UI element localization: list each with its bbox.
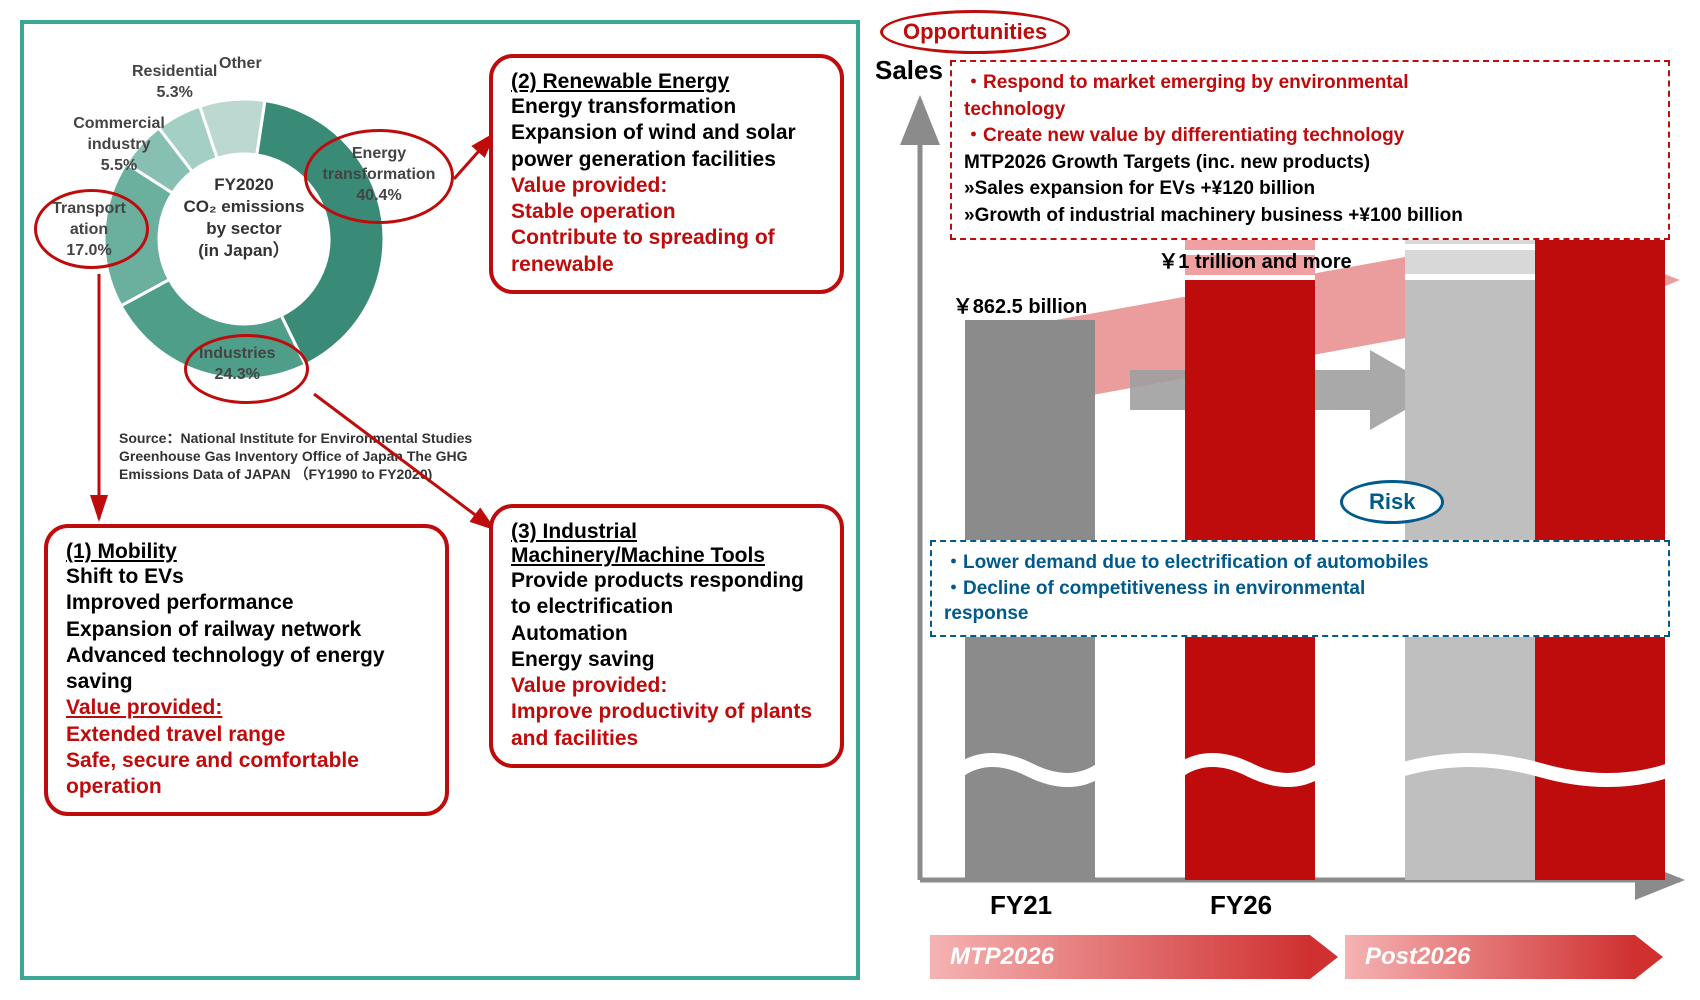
highlight-transport [34, 189, 149, 269]
timeline-post-text: Post2026 [1365, 943, 1470, 971]
bar-fy21-value: ￥862.5 billion [930, 290, 1110, 319]
box-mobility-value-head: Value provided: [66, 696, 222, 719]
opportunities-label: Opportunities [880, 10, 1070, 54]
opp-red-lines: ・Respond to market emerging by environme… [964, 70, 1656, 150]
box-industrial: (3) Industrial Machinery/Machine Tools P… [489, 504, 844, 768]
risk-box: ・Lower demand due to electrification of … [930, 540, 1670, 637]
box-renewable-value-body: Stable operationContribute to spreading … [511, 199, 822, 278]
timeline-mtp: MTP2026 [930, 935, 1338, 979]
left-panel: FY2020CO₂ emissionsby sector(in Japan） O… [20, 20, 860, 980]
seg-label-residential: Residential5.3% [132, 62, 217, 104]
sales-axis-label: Sales [875, 55, 943, 86]
right-panel: Opportunities Sales ￥862.5 billion ￥1 tr… [880, 10, 1690, 990]
box-renewable-value-head: Value provided: [511, 173, 822, 199]
opp-black-lines: MTP2026 Growth Targets (inc. new product… [964, 150, 1656, 230]
highlight-industries [184, 334, 309, 404]
box-industrial-value-body: Improve productivity of plants and facil… [511, 699, 822, 752]
timeline-mtp-text: MTP2026 [950, 943, 1054, 971]
donut-source: Source：National Institute for Environmen… [119, 429, 479, 484]
box-industrial-title: (3) Industrial Machinery/Machine Tools [511, 520, 822, 568]
box-mobility-body: Shift to EVsImproved performanceExpansio… [66, 564, 427, 695]
axis-fy21: FY21 [990, 890, 1052, 921]
box-mobility: (1) Mobility Shift to EVsImproved perfor… [44, 524, 449, 816]
seg-label-commercial: Commercial industry5.5% [44, 114, 194, 176]
box-renewable: (2) Renewable Energy Energy transformati… [489, 54, 844, 294]
timeline-post: Post2026 [1345, 935, 1663, 979]
donut-center-text: FY2020CO₂ emissionsby sector(in Japan） [169, 174, 319, 262]
opportunities-box: ・Respond to market emerging by environme… [950, 60, 1670, 240]
donut-chart: FY2020CO₂ emissionsby sector(in Japan） O… [54, 44, 434, 424]
box-industrial-value-head: Value provided: [511, 673, 822, 699]
box-mobility-value-body: Extended travel rangeSafe, secure and co… [66, 722, 427, 801]
axis-fy26: FY26 [1210, 890, 1272, 921]
highlight-energy [304, 129, 454, 224]
box-mobility-title: (1) Mobility [66, 540, 427, 564]
box-industrial-body: Provide products responding to electrifi… [511, 568, 822, 673]
risk-label: Risk [1340, 480, 1444, 524]
bar-fy26-value: ￥1 trillion and more [1140, 245, 1370, 274]
box-renewable-body: Energy transformationExpansion of wind a… [511, 94, 822, 173]
box-renewable-title: (2) Renewable Energy [511, 70, 822, 94]
seg-label-other: Other [219, 54, 262, 75]
